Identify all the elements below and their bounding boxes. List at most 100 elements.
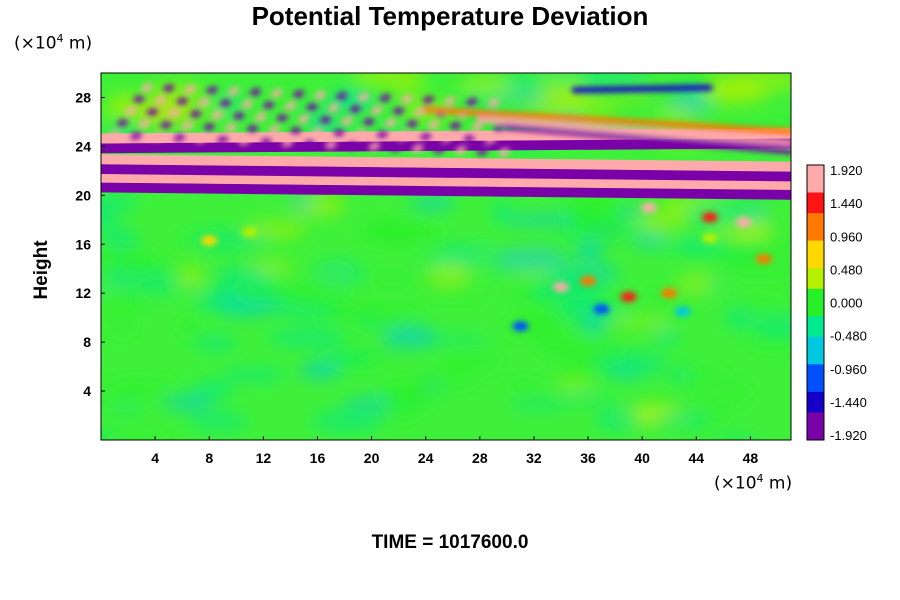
wave-cell	[276, 113, 288, 123]
wave-cell	[246, 124, 259, 134]
colorbar-swatch	[807, 185, 824, 193]
colorbar-swatch	[807, 357, 824, 365]
y-unit-exponent: 4	[56, 32, 64, 45]
wave-cell	[173, 133, 186, 143]
wave-cell	[449, 121, 462, 131]
wave-cell	[260, 137, 272, 147]
wave-cell	[292, 89, 305, 99]
colorbar-tick-label: 1.440	[830, 196, 863, 211]
field-patch	[509, 400, 566, 411]
field-patch	[655, 107, 699, 122]
x-unit-suffix: m)	[763, 473, 793, 494]
wave-cell	[125, 106, 137, 116]
field-patch	[250, 260, 295, 273]
eddy	[201, 235, 218, 246]
chart-title: Potential Temperature Deviation	[251, 1, 649, 31]
colorbar-swatch	[807, 261, 824, 269]
field-patch	[498, 74, 546, 89]
colorbar-swatch	[807, 247, 824, 255]
wave-cell	[181, 121, 194, 131]
wave-cell	[349, 104, 362, 114]
field-patch	[139, 101, 197, 123]
wave-cell	[198, 97, 210, 107]
field-patch	[633, 236, 668, 249]
x-tick-label: 28	[472, 450, 488, 466]
colorbar-tick-label: 0.480	[830, 262, 863, 277]
field-patch	[103, 379, 183, 391]
colorbar-swatch	[807, 165, 824, 173]
wave-cell	[160, 120, 172, 130]
wave-cell	[184, 84, 196, 94]
field-patch	[189, 411, 249, 431]
colorbar-swatch	[807, 378, 824, 386]
field-patch	[146, 82, 205, 101]
field-patch	[558, 359, 598, 385]
field-patch	[375, 380, 431, 404]
colorbar-swatch	[807, 323, 824, 331]
field-patch	[753, 313, 791, 339]
wave-cell	[444, 96, 456, 106]
y-tick-label: 4	[83, 383, 91, 399]
wave-streak	[503, 123, 791, 155]
wave-cell	[219, 98, 232, 108]
colorbar-swatch	[807, 192, 824, 200]
field-patch	[567, 215, 629, 241]
wave-cell	[379, 93, 391, 103]
wave-cell	[298, 114, 310, 124]
colorbar-swatch	[807, 426, 824, 434]
field-patch	[275, 303, 339, 318]
colorbar-swatch	[807, 330, 824, 338]
x-tick-label: 40	[634, 450, 650, 466]
field-patch	[140, 283, 188, 294]
field-patch	[730, 264, 791, 276]
wave-cell	[463, 134, 475, 143]
field-patch	[228, 285, 275, 294]
colorbar-frame	[806, 164, 825, 441]
field-patch	[101, 289, 146, 315]
wave-streak	[422, 106, 791, 135]
field-patch	[298, 362, 342, 380]
wave-cell	[154, 95, 167, 105]
wave-cell	[241, 99, 253, 109]
wave-cell	[325, 140, 337, 149]
wave-streak	[476, 116, 791, 146]
field-patch	[123, 257, 170, 277]
wave-cell	[206, 85, 218, 95]
wave-cell	[303, 139, 316, 149]
wave-cell	[455, 146, 467, 155]
field-patch	[425, 289, 487, 298]
colorbar-swatch	[807, 171, 824, 180]
eddy	[593, 304, 610, 315]
field-patch	[103, 228, 138, 251]
colorbar-swatch	[807, 288, 824, 297]
y-tick-label: 24	[75, 138, 91, 154]
y-tick-label: 12	[75, 285, 91, 301]
wave-cell	[203, 122, 215, 132]
wave-cell	[498, 147, 510, 157]
wave-cell	[282, 138, 294, 148]
wave-cell	[363, 117, 375, 127]
wave-cell	[233, 111, 245, 121]
field-patch	[538, 80, 583, 101]
field-patch	[536, 336, 561, 351]
wave-cell	[422, 95, 435, 105]
field-patch	[737, 241, 791, 257]
colorbar-swatch	[807, 233, 824, 242]
colorbar-swatch	[807, 213, 824, 221]
field-patch	[316, 352, 375, 364]
field-patch	[491, 201, 514, 225]
wave-cell	[116, 118, 129, 128]
colorbar-swatch	[807, 199, 824, 207]
wave-cell	[271, 88, 283, 98]
field-patch	[714, 435, 759, 440]
band-1	[101, 182, 791, 200]
field-patch	[107, 320, 136, 336]
field-patch	[595, 407, 641, 431]
wave-cell	[357, 92, 370, 102]
field-patch	[390, 85, 428, 95]
eddy	[701, 233, 718, 244]
colorbar-tick-label: 1.920	[830, 163, 863, 178]
colorbar-swatch	[807, 364, 824, 372]
colorbar-swatch	[807, 433, 824, 441]
eddy	[674, 306, 691, 317]
